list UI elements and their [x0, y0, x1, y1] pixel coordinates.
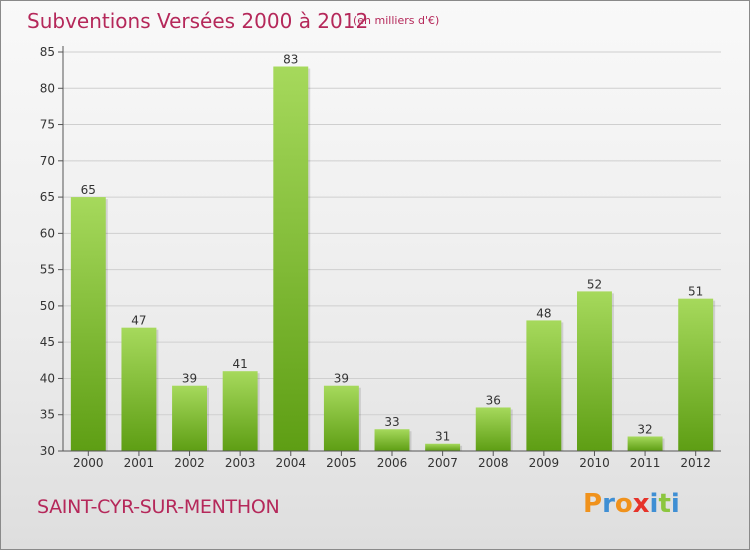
- logo-letter: P: [583, 489, 603, 519]
- bar: [323, 385, 359, 451]
- logo-letter: o: [614, 489, 633, 519]
- x-tick-label: 2001: [124, 456, 155, 470]
- bar: [172, 385, 208, 451]
- bar-value-label: 31: [435, 430, 450, 444]
- y-tick-label: 30: [40, 444, 55, 458]
- y-tick-label: 35: [40, 408, 55, 422]
- chart-title: Subventions Versées 2000 à 2012: [27, 9, 369, 33]
- x-tick-label: 2011: [630, 456, 661, 470]
- grid-lines: [63, 51, 721, 452]
- bar-value-label: 33: [384, 415, 399, 429]
- x-tick-label: 2005: [326, 456, 357, 470]
- bar: [70, 197, 106, 451]
- bar: [526, 320, 562, 451]
- y-tick-label: 80: [40, 81, 55, 95]
- bar: [121, 327, 157, 451]
- x-tick-label: 2010: [579, 456, 610, 470]
- y-tick-label: 75: [40, 118, 55, 132]
- x-tick-label: 2008: [478, 456, 509, 470]
- bar: [273, 66, 309, 451]
- y-tick-label: 60: [40, 226, 55, 240]
- bar: [425, 443, 461, 451]
- bar: [374, 429, 410, 451]
- y-tick-label: 50: [40, 299, 55, 313]
- bar-value-label: 65: [81, 183, 96, 197]
- x-tick-label: 2012: [680, 456, 711, 470]
- bar-value-label: 51: [688, 285, 703, 299]
- bar-value-label: 39: [182, 372, 197, 386]
- bar-value-label: 39: [334, 372, 349, 386]
- bar-value-label: 41: [233, 357, 248, 371]
- logo-letter: x: [632, 489, 650, 519]
- x-tick-label: 2007: [427, 456, 458, 470]
- unit-label: (en milliers d'€): [353, 14, 440, 27]
- x-tick-label: 2003: [225, 456, 256, 470]
- y-tick-label: 65: [40, 190, 55, 204]
- logo-letter: t: [658, 489, 671, 519]
- bar: [576, 291, 612, 451]
- bars: 65 47 39 41 83 39 33 31 36 48 52 32 51: [70, 53, 716, 451]
- bar-value-label: 83: [283, 53, 298, 67]
- bar: [678, 298, 714, 451]
- x-tick-label: 2002: [174, 456, 205, 470]
- y-tick-label: 45: [40, 335, 55, 349]
- x-tick-label: 2000: [73, 456, 104, 470]
- logo-letter: i: [670, 489, 680, 519]
- bar-value-label: 52: [587, 277, 602, 291]
- y-tick-label: 40: [40, 371, 55, 385]
- y-tick-label: 85: [40, 45, 55, 59]
- place-name: SAINT-CYR-SUR-MENTHON: [37, 496, 280, 518]
- bar-value-label: 32: [637, 422, 652, 436]
- bar: [222, 371, 258, 451]
- logo-letter: i: [649, 489, 659, 519]
- bar-value-label: 48: [536, 306, 551, 320]
- y-tick-label: 70: [40, 154, 55, 168]
- x-tick-label: 2009: [529, 456, 560, 470]
- proxiti-logo: Proxiti: [583, 489, 680, 519]
- bar-value-label: 36: [486, 393, 501, 407]
- x-tick-label: 2006: [377, 456, 408, 470]
- bar-value-label: 47: [131, 314, 146, 328]
- axes: 30 35 40 45 50 55 60 65 70 75 80 85 2000 2001 2002 2003…: [40, 45, 721, 470]
- x-tick-label: 2004: [275, 456, 306, 470]
- y-tick-label: 55: [40, 263, 55, 277]
- logo-letter: r: [602, 489, 615, 519]
- bar: [475, 407, 511, 451]
- bar: [627, 436, 663, 451]
